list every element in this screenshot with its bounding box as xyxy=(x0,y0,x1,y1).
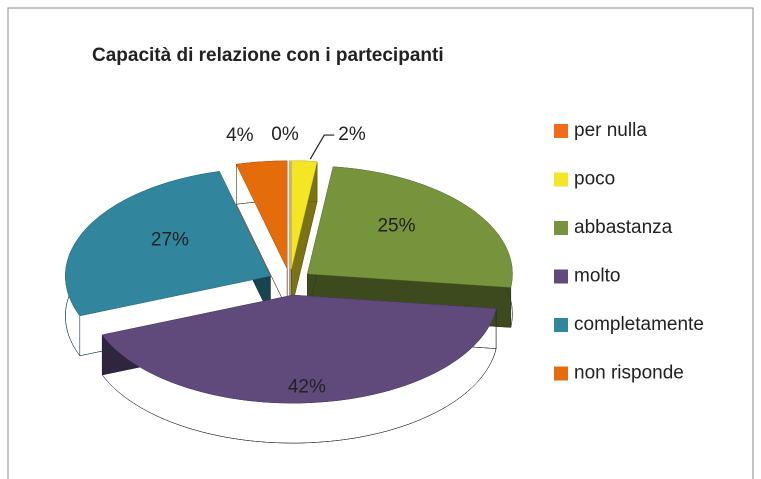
leader-line xyxy=(309,134,335,160)
chart-frame xyxy=(7,7,754,479)
legend-label: non risponde xyxy=(574,363,684,384)
data-label: 2% xyxy=(338,124,366,145)
legend-label: per nulla xyxy=(574,120,647,141)
legend-swatch xyxy=(554,172,568,187)
data-label: 27% xyxy=(151,230,189,251)
data-label: 42% xyxy=(288,376,326,397)
slice-tops xyxy=(65,160,513,404)
slice xyxy=(101,294,497,404)
legend-label: poco xyxy=(574,169,615,190)
legend-swatch xyxy=(554,269,568,284)
legend-label: molto xyxy=(574,266,620,287)
legend-swatch xyxy=(554,124,568,138)
slice xyxy=(291,160,318,269)
chart-title: Capacità di relazione con i partecipanti xyxy=(92,45,444,66)
legend-label: abbastanza xyxy=(574,217,673,238)
slice xyxy=(235,160,288,270)
legend-swatch xyxy=(554,366,568,381)
slice xyxy=(65,171,271,317)
legend-swatch xyxy=(554,221,568,235)
legend-swatch xyxy=(554,318,568,332)
data-label: 0% xyxy=(271,124,299,145)
data-label: 25% xyxy=(377,215,415,236)
slice xyxy=(307,166,513,288)
data-label: 4% xyxy=(226,125,254,146)
legend-label: completamente xyxy=(574,314,704,335)
